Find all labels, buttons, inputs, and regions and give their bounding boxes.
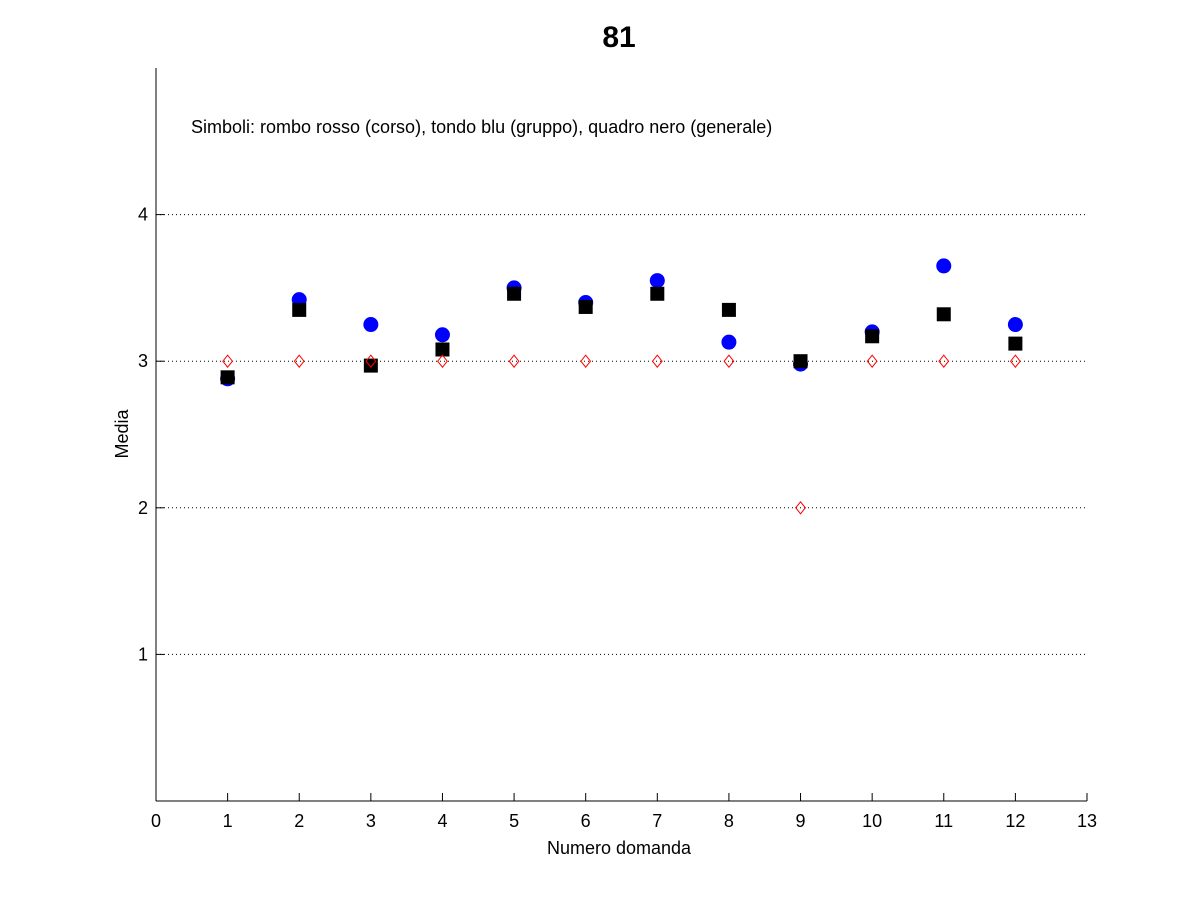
point-corso	[293, 354, 305, 369]
point-gruppo	[721, 334, 737, 350]
point-generale	[865, 329, 880, 344]
point-generale	[650, 286, 665, 301]
point-gruppo	[363, 317, 379, 333]
axes	[155, 68, 1087, 802]
point-generale	[1008, 336, 1023, 351]
chart-title: 81	[602, 21, 635, 54]
point-corso	[795, 500, 806, 515]
point-corso	[222, 354, 234, 369]
y-tick-label: 2	[138, 498, 148, 518]
y-tick-label: 1	[138, 644, 148, 664]
x-axis-label: Numero domanda	[547, 838, 692, 858]
series-corso	[222, 354, 1021, 515]
point-gruppo	[434, 327, 450, 343]
point-generale	[292, 302, 307, 317]
point-generale	[578, 299, 593, 314]
x-tick-label: 1	[223, 811, 233, 831]
x-tick-label: 4	[437, 811, 447, 831]
point-generale	[220, 370, 235, 385]
point-generale	[936, 307, 951, 322]
data-points	[220, 258, 1023, 515]
x-tick-label: 11	[934, 811, 953, 831]
x-tick-label: 0	[151, 811, 161, 831]
symbols-annotation: Simboli: rombo rosso (corso), tondo blu …	[191, 117, 772, 137]
point-gruppo	[936, 258, 952, 274]
x-tick-label: 12	[1005, 811, 1025, 831]
point-generale	[721, 302, 736, 317]
x-tick-label: 7	[652, 811, 662, 831]
point-gruppo	[1007, 317, 1023, 333]
point-gruppo	[649, 273, 665, 289]
y-tick-label: 4	[138, 205, 148, 225]
point-generale	[435, 342, 450, 357]
point-corso	[365, 354, 377, 369]
x-tick-label: 8	[724, 811, 734, 831]
point-corso	[866, 354, 878, 369]
point-corso	[938, 354, 950, 369]
point-corso	[508, 354, 520, 369]
x-tick-label: 2	[294, 811, 304, 831]
x-tick-label: 9	[796, 811, 806, 831]
point-corso	[1009, 354, 1021, 369]
y-tick-label: 3	[138, 351, 148, 371]
point-generale	[507, 286, 522, 301]
point-corso	[723, 354, 735, 369]
point-generale	[793, 354, 808, 369]
x-tick-label: 6	[581, 811, 591, 831]
x-tick-label: 13	[1077, 811, 1097, 831]
series-generale	[220, 286, 1023, 385]
x-tick-label: 5	[509, 811, 519, 831]
point-corso	[437, 354, 448, 369]
x-tick-label: 3	[366, 811, 376, 831]
y-axis-label: Media	[112, 409, 132, 459]
point-corso	[580, 354, 592, 369]
x-tick-label: 10	[862, 811, 882, 831]
point-corso	[651, 354, 663, 369]
